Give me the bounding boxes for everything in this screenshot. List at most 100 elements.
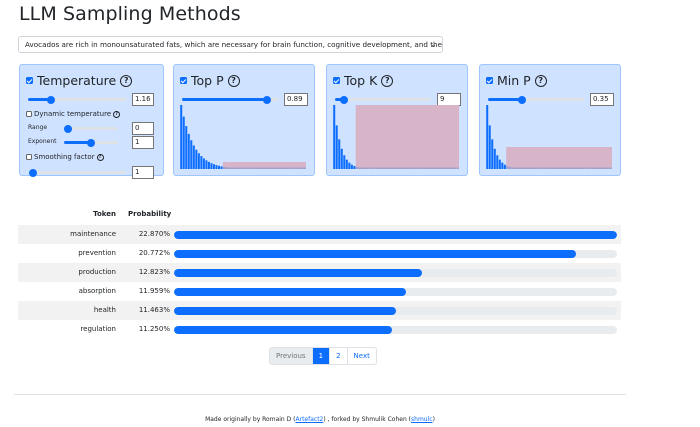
slider-thumb[interactable] [517,95,526,104]
probability-cell: 20.772% [138,249,170,257]
distribution-bar [576,167,579,169]
range-input[interactable]: 0 [132,122,154,135]
distribution-bar [192,145,195,169]
distribution-bar [365,167,368,169]
distribution-bar [180,105,183,169]
temperature-slider[interactable] [28,95,126,104]
probability-bar-track [174,306,617,315]
min-p-panel: Min P ? 0.35 [479,64,621,176]
help-icon[interactable]: ? [534,74,547,87]
distribution-bar [486,105,489,169]
distribution-bar [428,167,431,169]
probability-bar-track [174,230,617,239]
distribution-bar [436,167,439,169]
artefact2-link[interactable]: Artefact2 [295,416,324,423]
dynamic-temperature-toggle[interactable]: Dynamic temperature ? [26,110,121,118]
distribution-bar [383,167,386,169]
distribution-bar [413,167,416,169]
distribution-bar [551,167,554,169]
token-cell: regulation [80,325,116,333]
probability-bar-track [174,325,617,334]
temperature-title: Temperature [37,73,117,88]
distribution-bar [556,167,559,169]
help-icon[interactable]: ? [96,153,104,161]
cutoff-region [222,162,306,169]
next-page-button[interactable]: Next [346,348,376,364]
distribution-bar [258,167,261,169]
prompt-select[interactable]: Avocados are rich in monounsaturated fat… [18,36,443,53]
distribution-bar [599,167,602,169]
distribution-bar [376,167,379,169]
prompt-text: Avocados are rich in monounsaturated fat… [25,40,443,49]
distribution-bar [516,167,519,169]
top-k-slider[interactable] [335,95,431,104]
smoothing-factor-checkbox[interactable] [26,154,32,160]
distribution-bar [286,167,289,169]
probability-cell: 11.463% [138,306,170,314]
distribution-bar [268,167,271,169]
distribution-bar [587,167,590,169]
table-row: production 12.823% [18,263,621,282]
distribution-bar [406,167,409,169]
slider-thumb[interactable] [263,95,272,104]
top-p-slider[interactable] [182,95,278,104]
distribution-bar [604,167,607,169]
distribution-bar [212,164,215,169]
min-p-input[interactable]: 0.35 [590,93,614,106]
exponent-input[interactable]: 1 [132,136,154,149]
table-row: prevention 20.772% [18,244,621,263]
temperature-input[interactable]: 1.16 [132,93,154,106]
distribution-bar [571,167,574,169]
dynamic-temperature-checkbox[interactable] [26,111,32,117]
previous-page-button[interactable]: Previous [270,348,312,364]
min-p-slider[interactable] [488,95,584,104]
min-p-header: Min P ? [486,73,547,88]
top-p-checkbox[interactable] [180,77,187,84]
distribution-bar [566,167,569,169]
distribution-bar [426,167,429,169]
distribution-bar [335,125,338,169]
top-k-checkbox[interactable] [333,77,340,84]
slider-thumb[interactable] [46,95,55,104]
footer-text: ) , forked by Shmulik Cohen ( [323,416,412,423]
slider-thumb[interactable] [28,168,37,177]
slider-thumb[interactable] [87,138,95,147]
token-cell: absorption [78,287,116,295]
help-icon[interactable]: ? [113,110,121,118]
help-icon[interactable]: ? [381,74,394,87]
distribution-bar [592,167,595,169]
probability-bar [174,306,397,315]
range-slider[interactable] [64,124,118,133]
distribution-bar [579,167,582,169]
distribution-bar [278,167,281,169]
min-p-distribution-chart [486,105,612,169]
distribution-bar [218,165,221,169]
distribution-bar [338,139,341,169]
distribution-bar [581,167,584,169]
distribution-bar [253,167,256,169]
temperature-checkbox[interactable] [26,77,33,84]
distribution-bar [190,140,193,169]
page-2-button[interactable]: 2 [329,348,346,364]
shmulc-link[interactable]: shmulc [411,416,433,423]
smoothing-slider[interactable] [28,168,126,177]
min-p-checkbox[interactable] [486,77,493,84]
distribution-bar [561,167,564,169]
exponent-slider[interactable] [64,138,118,147]
distribution-bar [511,167,514,169]
distribution-bar [353,166,356,169]
help-icon[interactable]: ? [120,74,133,87]
dynamic-temperature-label: Dynamic temperature [34,110,112,118]
top-p-input[interactable]: 0.89 [284,93,308,106]
distribution-bar [250,167,253,169]
slider-thumb[interactable] [339,95,348,104]
smoothing-input[interactable]: 1 [132,166,154,179]
distribution-bar [363,167,366,169]
distribution-bar [498,159,501,169]
smoothing-factor-toggle[interactable]: Smoothing factor ? [26,153,104,161]
slider-thumb[interactable] [64,124,73,133]
help-icon[interactable]: ? [227,74,240,87]
distribution-bar [333,105,336,169]
distribution-bar [296,167,299,169]
page-1-button[interactable]: 1 [311,348,330,364]
